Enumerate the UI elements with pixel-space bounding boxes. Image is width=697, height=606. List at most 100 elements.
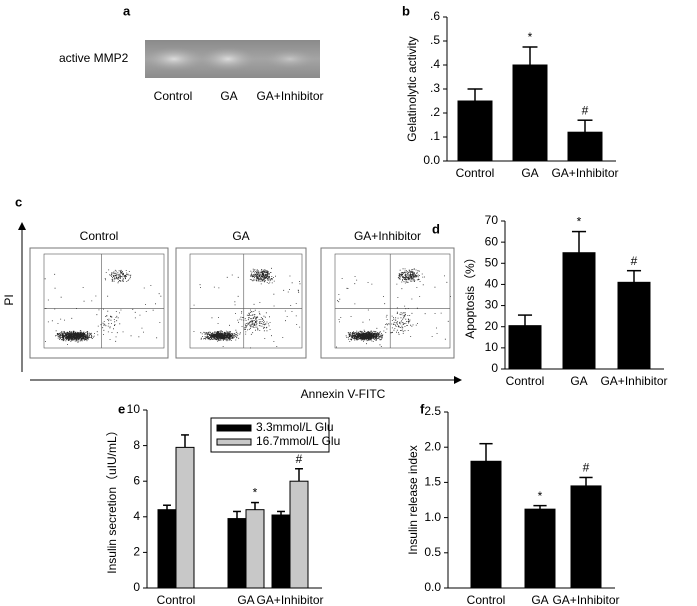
x-tick-label: GA+Inhibitor <box>600 374 667 388</box>
bar <box>617 281 651 370</box>
panel-label: e <box>118 401 125 416</box>
y-tick-label: 0 <box>133 580 140 594</box>
panel-label: d <box>432 221 440 236</box>
bar <box>457 100 493 162</box>
x-tick-label: GA+Inhibitor <box>552 593 619 606</box>
gel-band <box>264 49 316 69</box>
row-label: active MMP2 <box>59 51 129 65</box>
scatter-dots <box>336 268 451 348</box>
bar <box>245 509 265 589</box>
gel-band <box>200 47 256 71</box>
y-tick-label: 6 <box>133 473 140 487</box>
y-tick-label: 10 <box>127 402 141 416</box>
legend-label: 3.3mmol/L Glu <box>256 420 334 434</box>
y-tick-label: .4 <box>430 57 440 71</box>
y-tick-label: 4 <box>133 509 140 523</box>
x-tick-label: GA <box>531 593 548 606</box>
legend-swatch <box>216 424 252 432</box>
bar <box>271 514 291 589</box>
panel-label: b <box>402 3 410 18</box>
y-tick-label: 0.5 <box>424 545 441 559</box>
bar <box>512 64 548 162</box>
y-tick-label: 1.5 <box>424 475 441 489</box>
y-tick-label: 60 <box>485 234 499 248</box>
y-tick-label: 30 <box>485 298 499 312</box>
scatter-dots <box>193 267 301 349</box>
significance-marker: * <box>528 30 533 44</box>
bar <box>524 508 556 589</box>
y-axis-label: Insulin release index <box>406 445 420 554</box>
significance-marker: * <box>253 486 258 500</box>
plot-title: Control <box>80 229 119 243</box>
significance-marker: # <box>583 461 590 475</box>
legend-swatch <box>216 438 252 446</box>
x-tick-label: Control <box>467 593 506 606</box>
x-tick-label: GA+Inhibitor <box>551 166 618 180</box>
plot-area <box>189 253 303 349</box>
arrow-head <box>454 376 462 384</box>
y-tick-label: 2.0 <box>424 439 441 453</box>
plot-frame <box>320 247 455 359</box>
bar <box>175 446 195 589</box>
plot-frame <box>175 247 307 359</box>
y-axis-label: Insulin secretion（uIU/mL） <box>105 424 119 573</box>
significance-marker: * <box>538 489 543 503</box>
y-tick-label: 2 <box>133 545 140 559</box>
x-axis-label: Annexin V-FITC <box>301 387 386 401</box>
bar <box>157 509 177 589</box>
bar <box>470 460 502 589</box>
y-tick-label: 2.5 <box>424 404 441 418</box>
bar <box>570 485 602 589</box>
bar <box>508 325 542 370</box>
panel-label: a <box>123 3 131 18</box>
x-tick-label: Control <box>456 166 495 180</box>
y-tick-label: 0.0 <box>424 580 441 594</box>
y-axis-label: Apoptosis（%） <box>463 251 477 338</box>
y-tick-label: .1 <box>430 129 440 143</box>
x-tick-label: GA <box>570 374 587 388</box>
lane-label: Control <box>154 89 193 103</box>
bar <box>289 480 309 589</box>
lane-label: GA <box>220 89 237 103</box>
x-tick-label: GA <box>521 166 538 180</box>
bar <box>567 131 603 162</box>
y-tick-label: 0 <box>491 361 498 375</box>
panel-label: c <box>15 194 22 209</box>
y-axis-label: Gelatinolytic activity <box>405 36 419 141</box>
scatter-dots <box>44 269 162 345</box>
y-tick-label: 70 <box>485 213 499 227</box>
y-tick-label: 20 <box>485 319 499 333</box>
x-tick-label: GA+Inhibitor <box>256 593 323 606</box>
plot-frame <box>29 247 169 359</box>
arrow-head <box>18 222 26 230</box>
y-tick-label: .2 <box>430 105 440 119</box>
bar <box>227 518 247 589</box>
gel-band <box>144 47 204 71</box>
legend-box <box>210 417 330 453</box>
plot-title: GA+Inhibitor <box>354 229 421 243</box>
x-tick-label: Control <box>506 374 545 388</box>
y-tick-label: 40 <box>485 277 499 291</box>
y-tick-label: 1.0 <box>424 510 441 524</box>
panel-label: f <box>420 401 425 416</box>
x-tick-label: GA <box>237 593 254 606</box>
significance-marker: # <box>582 103 589 117</box>
y-tick-label: 0.0 <box>423 153 440 167</box>
significance-marker: * <box>577 215 582 229</box>
x-tick-label: Control <box>157 593 196 606</box>
y-tick-label: 50 <box>485 255 499 269</box>
plot-area <box>43 253 165 349</box>
significance-marker: # <box>631 254 638 268</box>
y-tick-label: 10 <box>485 340 499 354</box>
y-tick-label: .5 <box>430 33 440 47</box>
significance-marker: # <box>296 452 303 466</box>
y-tick-label: .3 <box>430 81 440 95</box>
y-tick-label: 8 <box>133 438 140 452</box>
legend-label: 16.7mmol/L Glu <box>256 434 340 448</box>
plot-area <box>334 253 451 349</box>
y-tick-label: .6 <box>430 9 440 23</box>
y-axis-label: PI <box>2 294 16 305</box>
plot-title: GA <box>232 229 249 243</box>
lane-label: GA+Inhibitor <box>256 89 323 103</box>
